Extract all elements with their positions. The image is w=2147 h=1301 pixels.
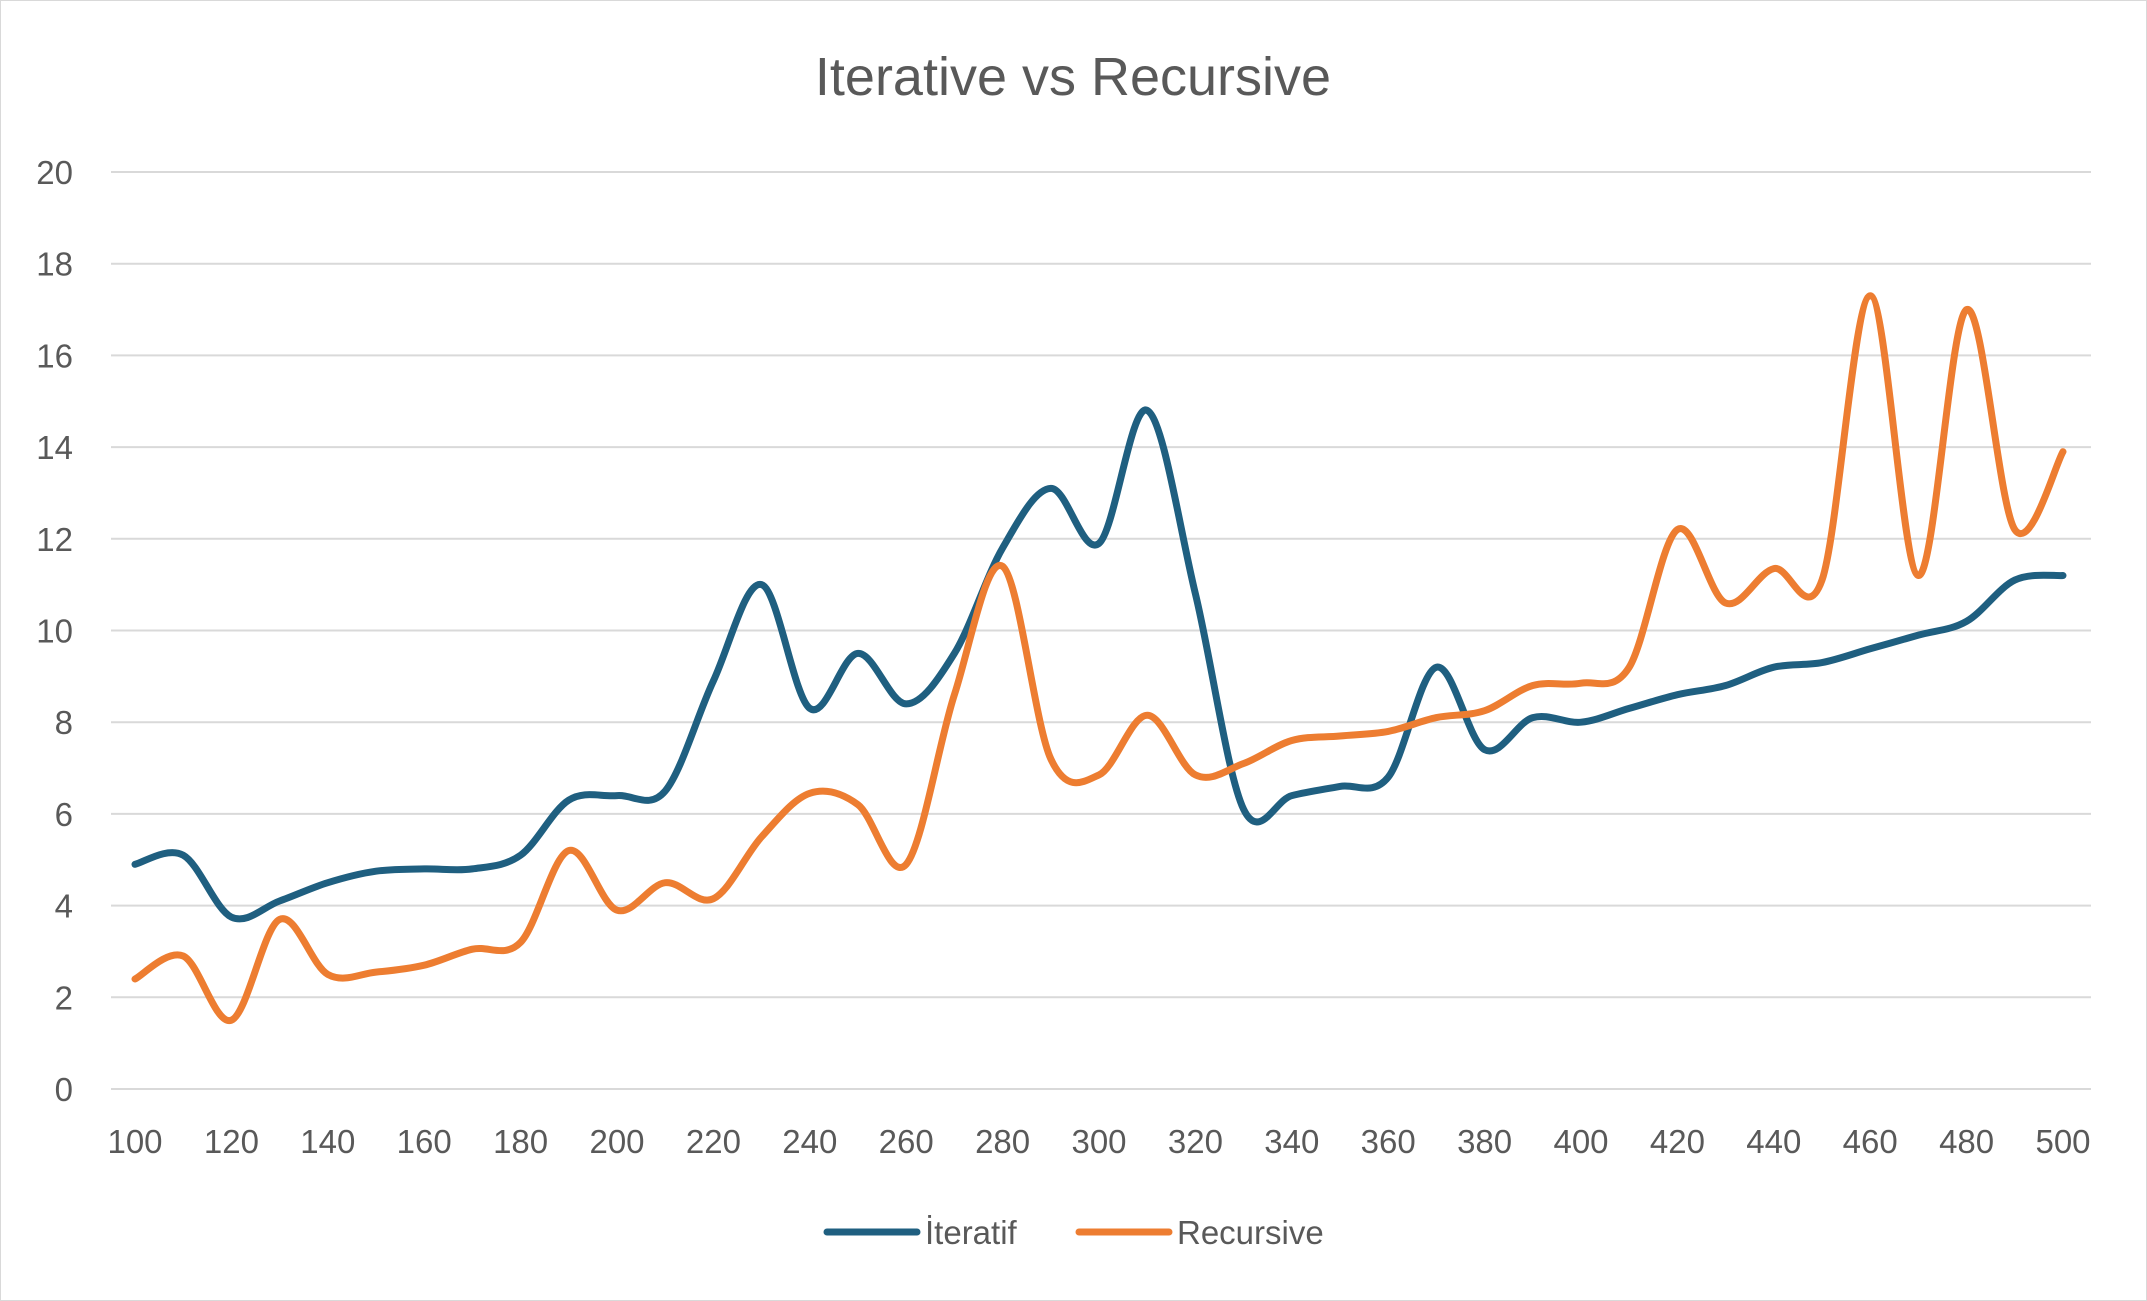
x-tick-label: 400 (1553, 1123, 1608, 1160)
y-tick-label: 2 (55, 979, 73, 1016)
series-line-iteratif (131, 406, 2067, 923)
x-tick-label: 440 (1746, 1123, 1801, 1160)
series-lines (131, 292, 2067, 1024)
legend-label-iteratif: İteratif (925, 1214, 1018, 1251)
x-tick-label: 280 (975, 1123, 1030, 1160)
x-tick-label: 480 (1939, 1123, 1994, 1160)
y-tick-label: 14 (36, 429, 73, 466)
x-tick-label: 320 (1168, 1123, 1223, 1160)
y-tick-label: 4 (55, 888, 73, 925)
y-tick-label: 6 (55, 796, 73, 833)
x-tick-label: 100 (107, 1123, 162, 1160)
legend-label-recursive: Recursive (1177, 1214, 1324, 1251)
x-tick-label: 340 (1264, 1123, 1319, 1160)
x-tick-label: 380 (1457, 1123, 1512, 1160)
y-tick-label: 8 (55, 704, 73, 741)
x-tick-label: 220 (686, 1123, 741, 1160)
y-tick-label: 0 (55, 1071, 73, 1108)
y-tick-label: 20 (36, 154, 73, 191)
x-tick-label: 200 (589, 1123, 644, 1160)
y-tick-label: 18 (36, 246, 73, 283)
y-axis-tick-labels: 0 2 4 6 8 10 12 14 16 18 20 (36, 154, 73, 1108)
x-tick-label: 260 (879, 1123, 934, 1160)
gridlines (111, 171, 2091, 1090)
y-tick-label: 12 (36, 521, 73, 558)
chart-title: Iterative vs Recursive (815, 47, 1331, 107)
series-line-recursive (131, 292, 2067, 1024)
y-tick-label: 16 (36, 337, 73, 374)
x-tick-label: 500 (2035, 1123, 2090, 1160)
y-tick-label: 10 (36, 613, 73, 650)
x-tick-label: 420 (1650, 1123, 1705, 1160)
x-tick-label: 460 (1843, 1123, 1898, 1160)
x-tick-label: 120 (204, 1123, 259, 1160)
x-axis-tick-labels: 100 120 140 160 180 200 220 240 260 280 300 320 340 3… (107, 1123, 2090, 1160)
x-tick-label: 300 (1071, 1123, 1126, 1160)
x-tick-label: 360 (1361, 1123, 1416, 1160)
x-tick-label: 140 (300, 1123, 355, 1160)
x-tick-label: 180 (493, 1123, 548, 1160)
x-tick-label: 240 (782, 1123, 837, 1160)
legend: İteratif Recursive (823, 1214, 1324, 1251)
x-tick-label: 160 (397, 1123, 452, 1160)
